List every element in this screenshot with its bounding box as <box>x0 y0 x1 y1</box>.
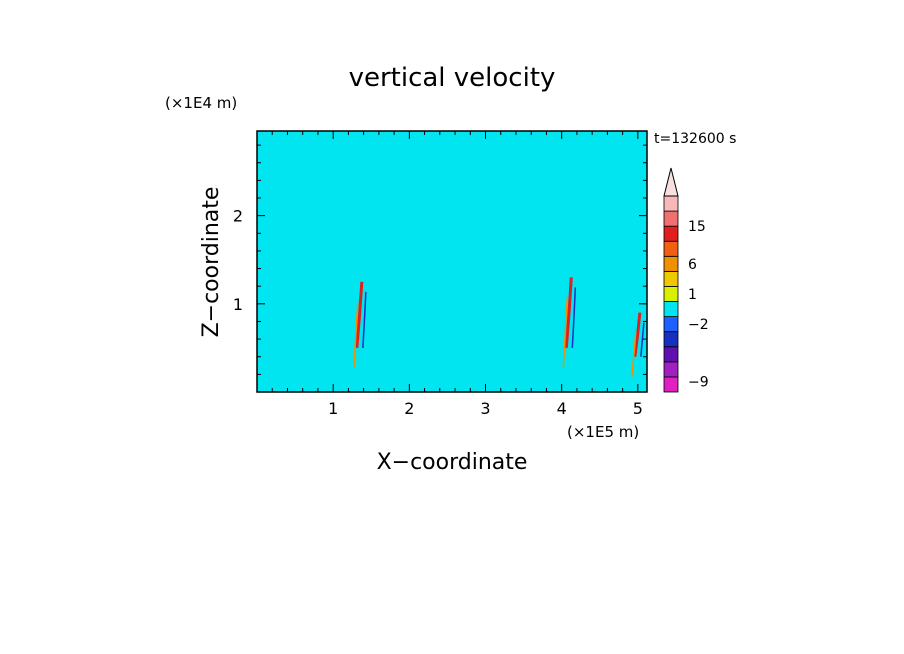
colorbar-level <box>663 346 679 363</box>
chart-title: vertical velocity <box>349 63 556 93</box>
updraft-core-red <box>633 312 642 357</box>
colorbar-label: 1 <box>688 287 697 303</box>
updraft-core-orange <box>353 301 359 368</box>
colorbar-level <box>663 240 679 257</box>
downdraft-core-blue <box>571 287 577 348</box>
colorbar-level <box>663 195 679 212</box>
colorbar-level <box>663 376 679 393</box>
x-tick-label: 4 <box>557 399 567 418</box>
colorbar-extend-arrow <box>663 167 679 197</box>
colorbar-level <box>663 225 679 242</box>
downdraft-core-blue <box>362 291 367 348</box>
x-tick-label: 5 <box>633 399 643 418</box>
y-axis-title: Z−coordinate <box>199 187 224 338</box>
updraft-core-red <box>355 281 364 349</box>
colorbar-label: 15 <box>688 219 706 235</box>
colorbar-level <box>663 270 679 287</box>
colorbar-label: −2 <box>688 317 709 333</box>
x-tick-label: 2 <box>404 399 414 418</box>
colorbar-level <box>663 286 679 302</box>
y-tick-label: 1 <box>233 295 243 314</box>
colorbar-level <box>663 331 679 348</box>
time-label: t=132600 s <box>654 131 736 147</box>
updraft-core-orange <box>631 332 637 377</box>
updraft-core-orange <box>562 297 569 368</box>
x-tick-label: 3 <box>480 399 490 418</box>
colorbar-label: 6 <box>688 257 697 273</box>
colorbar: 15 6 1 −2 −9 <box>663 167 709 393</box>
x-tick-label: 1 <box>328 399 338 418</box>
colorbar-level <box>663 316 679 333</box>
plot-frame <box>256 130 648 393</box>
colorbar-label: −9 <box>688 374 709 390</box>
x-unit-label: (×1E5 m) <box>567 423 639 441</box>
colorbar-level <box>663 255 679 272</box>
colorbar-level <box>663 301 679 318</box>
downdraft-core-blue <box>640 322 645 357</box>
plot-area: 1 2 3 4 5 1 2 <box>233 130 648 418</box>
positive-velocity-pattern <box>257 131 647 392</box>
axis-ticks: 1 2 3 4 5 1 2 <box>233 131 647 418</box>
y-unit-label: (×1E4 m) <box>165 94 237 112</box>
colorbar-level <box>663 210 679 227</box>
y-tick-label: 2 <box>233 207 243 226</box>
updraft-cores <box>353 277 645 377</box>
updraft-core-red <box>564 277 573 349</box>
x-axis-title: X−coordinate <box>377 450 528 475</box>
colorbar-level <box>663 361 679 378</box>
